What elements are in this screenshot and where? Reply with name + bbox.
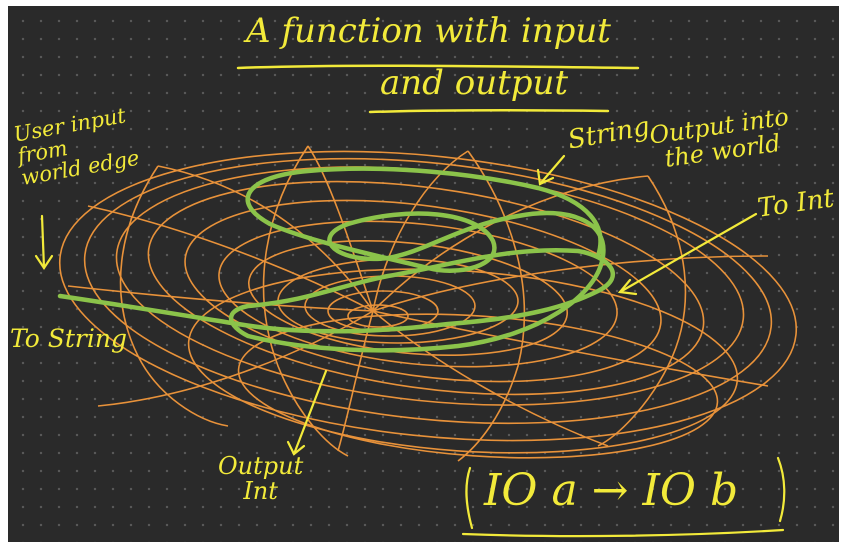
annotation-arrows bbox=[34, 154, 758, 456]
formula-bracket bbox=[461, 456, 786, 538]
title-underline-2 bbox=[368, 109, 610, 114]
diagram-drawing bbox=[34, 64, 798, 538]
green-path bbox=[57, 166, 615, 353]
label-to-string: To String bbox=[10, 324, 127, 353]
whiteboard-canvas: A function with input and output User in… bbox=[8, 6, 839, 542]
title-line-1: A function with input bbox=[246, 11, 611, 51]
arrow-output-int bbox=[292, 369, 328, 456]
title-underline-1 bbox=[236, 64, 640, 70]
label-output-int: Output Int bbox=[218, 452, 304, 506]
arrow-user-input bbox=[40, 214, 46, 270]
title-line-2: and output bbox=[380, 63, 569, 103]
arrow-string bbox=[538, 154, 566, 186]
arrow-output-world bbox=[618, 212, 758, 294]
formula-io: IO a → IO b bbox=[484, 465, 739, 516]
